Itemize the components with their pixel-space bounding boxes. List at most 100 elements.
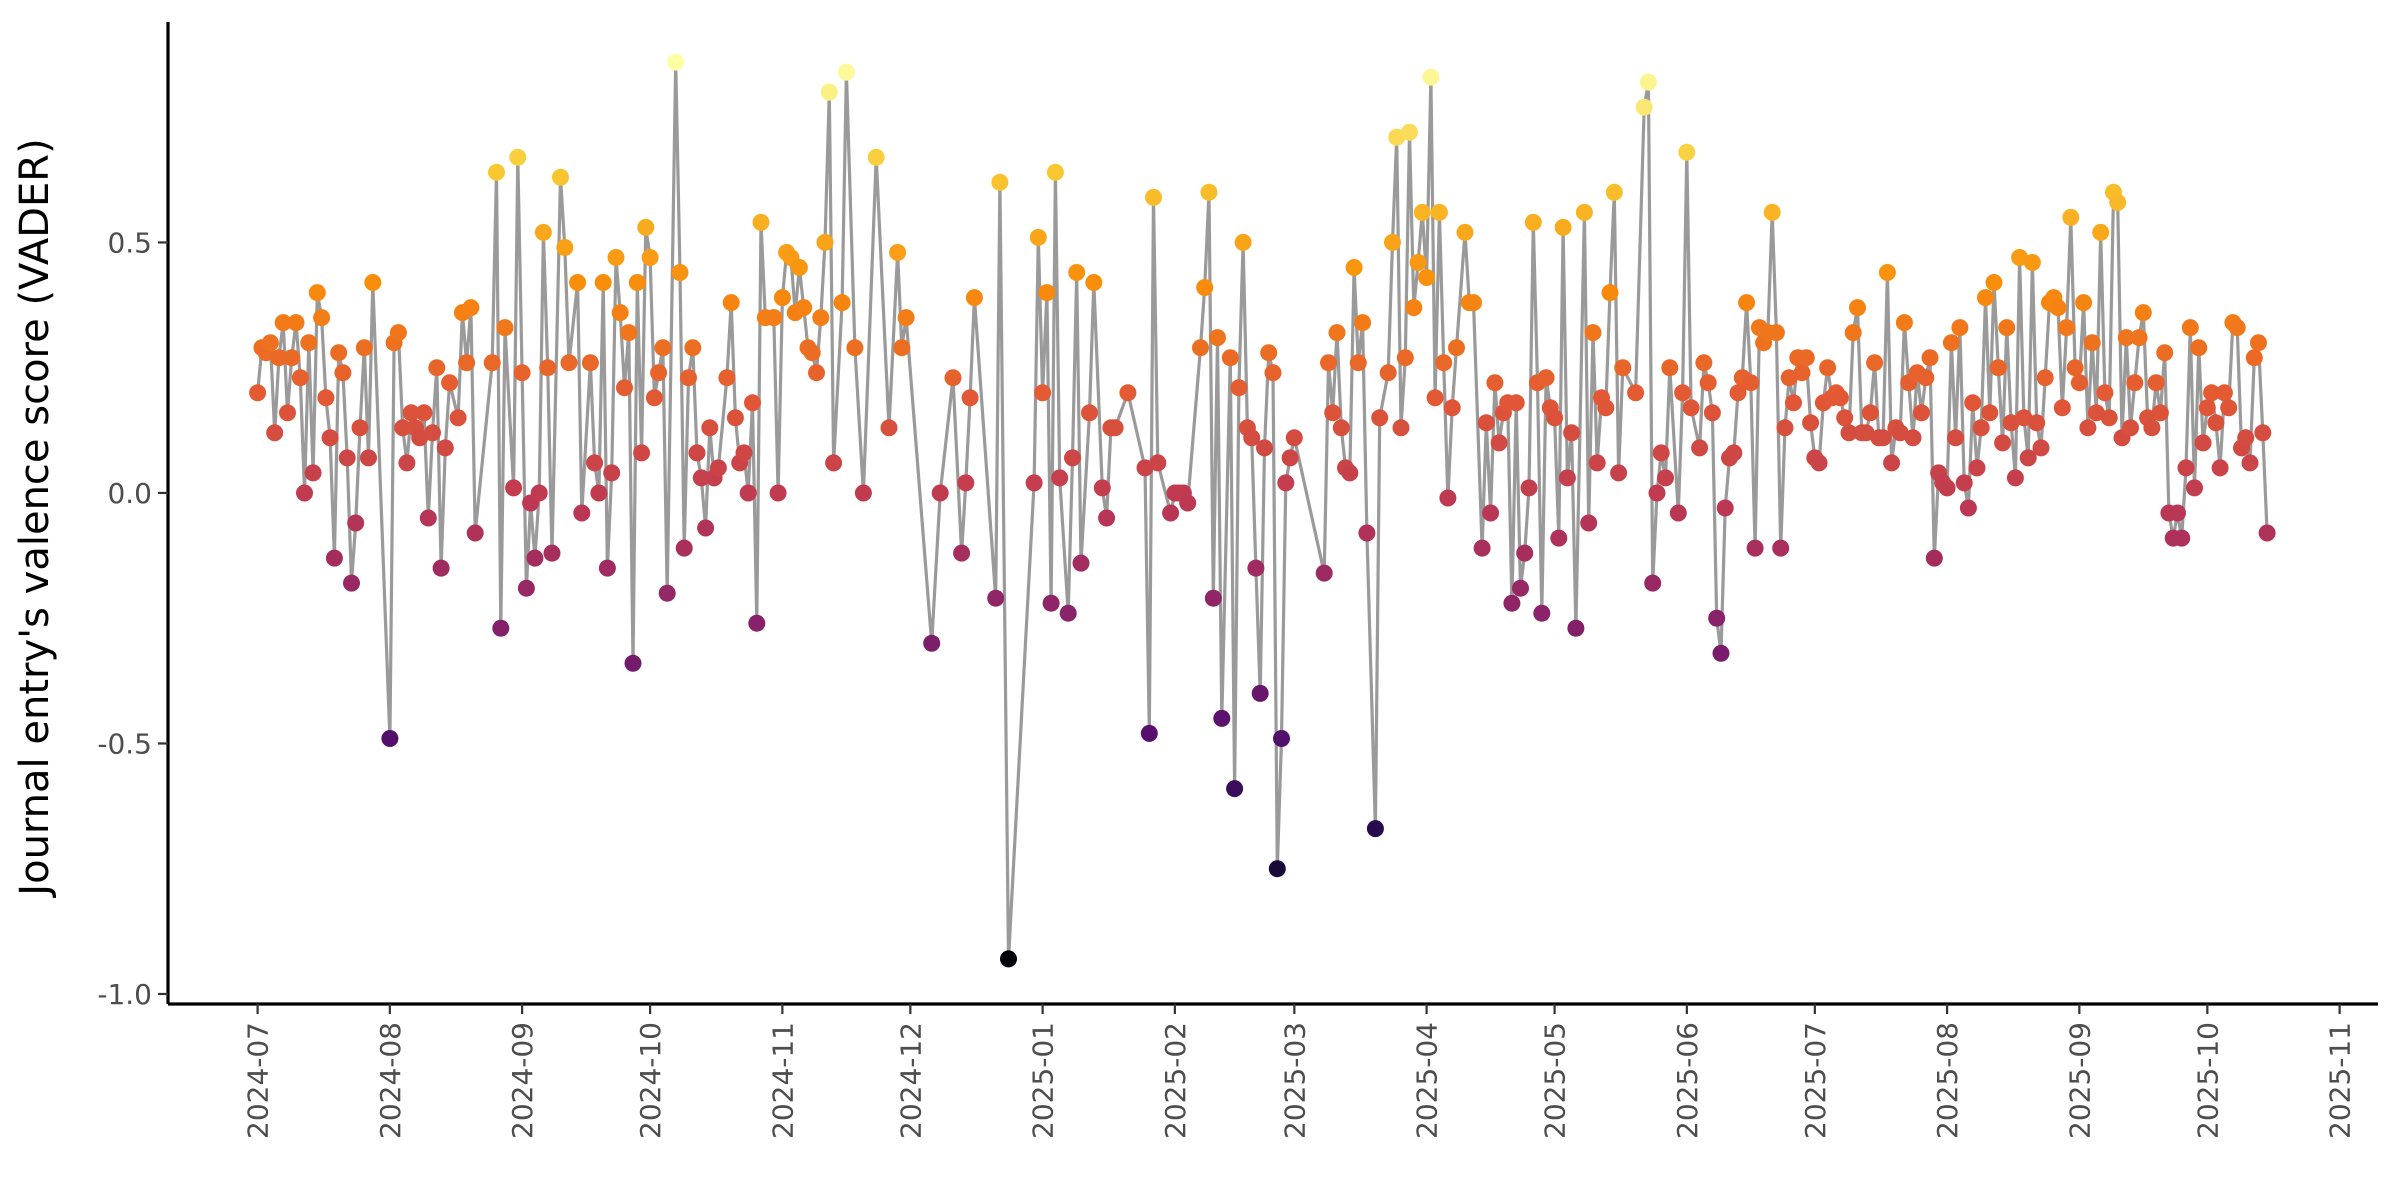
- data-point: [424, 424, 441, 442]
- data-point: [2147, 374, 2165, 392]
- data-point: [428, 359, 446, 377]
- data-point: [1648, 484, 1666, 502]
- data-point: [1068, 264, 1086, 281]
- data-point: [1597, 399, 1615, 417]
- data-point: [2011, 249, 2029, 266]
- data-point: [2215, 384, 2233, 402]
- data-point: [1776, 419, 1794, 437]
- data-point: [684, 339, 702, 357]
- data-point: [2058, 319, 2076, 337]
- data-point: [667, 53, 685, 71]
- data-point: [308, 284, 326, 302]
- data-point: [1661, 359, 1679, 377]
- data-point: [1964, 394, 1982, 412]
- data-point: [2203, 384, 2221, 402]
- data-point: [1725, 444, 1743, 462]
- data-point: [1652, 444, 1670, 462]
- data-point: [1388, 128, 1406, 146]
- data-point: [722, 294, 740, 312]
- data-point: [2036, 369, 2054, 387]
- data-point: [680, 369, 697, 387]
- data-point: [1797, 349, 1815, 367]
- data-point: [1384, 233, 1401, 251]
- data-point: [688, 444, 706, 462]
- data-point: [1563, 424, 1581, 442]
- data-point: [2122, 419, 2139, 437]
- x-tick-label: 2025-09: [2063, 1022, 2096, 1139]
- data-point: [389, 324, 407, 342]
- data-point: [1836, 409, 1854, 427]
- data-point: [1349, 354, 1367, 372]
- data-point: [1230, 379, 1248, 397]
- data-point: [2177, 459, 2195, 477]
- x-tick-label: 2025-02: [1159, 1022, 1192, 1139]
- data-point: [1209, 329, 1226, 347]
- data-point: [897, 309, 915, 327]
- data-point: [1985, 274, 2003, 291]
- data-point: [1324, 404, 1342, 422]
- data-point: [1584, 324, 1602, 342]
- data-point: [488, 163, 505, 181]
- data-point: [1678, 143, 1696, 161]
- data-point: [1849, 299, 1866, 317]
- data-point: [692, 469, 710, 487]
- x-tick-label: 2025-07: [1799, 1022, 1832, 1139]
- data-point: [1140, 724, 1158, 742]
- data-point: [1149, 454, 1167, 472]
- x-tick-label: 2024-12: [894, 1022, 927, 1139]
- data-point: [526, 549, 544, 567]
- data-point: [1192, 339, 1209, 357]
- data-point: [1738, 294, 1756, 312]
- data-point: [1029, 228, 1047, 246]
- data-point: [1917, 369, 1935, 387]
- y-tick-label: 0.5: [107, 226, 152, 259]
- data-point: [419, 509, 437, 527]
- data-point: [645, 389, 663, 407]
- data-point: [458, 354, 476, 372]
- data-point: [880, 419, 898, 437]
- data-point: [1273, 730, 1290, 747]
- data-point: [1341, 464, 1359, 482]
- data-point: [1657, 469, 1674, 487]
- data-point: [820, 83, 838, 101]
- data-point: [1085, 274, 1103, 291]
- data-point: [1861, 404, 1879, 422]
- data-point: [441, 374, 459, 392]
- data-point: [991, 173, 1009, 191]
- data-point: [803, 344, 821, 362]
- data-point: [1345, 259, 1363, 276]
- data-point: [825, 454, 843, 472]
- data-point: [748, 614, 766, 632]
- data-point: [1226, 780, 1244, 798]
- data-point: [1430, 203, 1448, 221]
- data-point: [1405, 299, 1423, 317]
- data-point: [2117, 329, 2135, 347]
- data-point: [274, 314, 292, 332]
- data-point: [2143, 419, 2161, 437]
- data-point: [2186, 479, 2203, 497]
- data-point: [1921, 349, 1939, 367]
- data-point: [633, 444, 651, 462]
- data-point: [846, 339, 864, 357]
- data-point: [718, 369, 736, 387]
- data-point: [1644, 574, 1662, 592]
- data-point: [2237, 429, 2255, 447]
- data-point: [1392, 419, 1410, 437]
- data-point: [1093, 479, 1111, 497]
- data-point: [2083, 334, 2101, 352]
- data-point: [628, 274, 646, 291]
- data-point: [795, 299, 813, 317]
- data-point: [931, 484, 949, 502]
- data-point: [296, 484, 313, 502]
- data-point: [394, 419, 412, 437]
- data-point: [1042, 594, 1060, 612]
- data-point: [398, 454, 416, 472]
- data-point: [1627, 384, 1645, 402]
- data-point: [2028, 414, 2046, 432]
- data-point: [2023, 254, 2041, 271]
- x-tick-label: 2025-08: [1931, 1022, 1964, 1139]
- data-point: [2066, 359, 2084, 377]
- data-point: [1448, 339, 1465, 357]
- data-point: [1819, 359, 1837, 377]
